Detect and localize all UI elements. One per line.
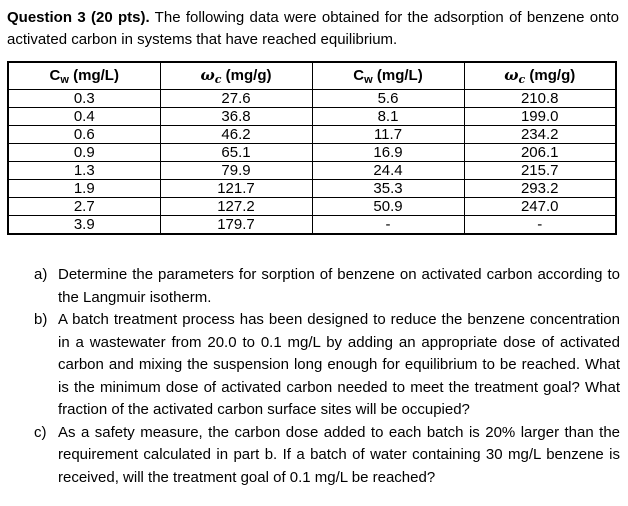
table-cell: 293.2 [463,179,617,198]
table-cell: 5.6 [311,89,465,108]
table-cell: 210.8 [463,89,617,108]
table-row: 3.9 179.7 - - [7,215,617,235]
question-part-a: a) Determine the parameters for sorption… [34,264,620,309]
column-header-cw-1: Cw (mg/L) [7,61,161,90]
table-row: 2.7 127.2 50.9 247.0 [7,197,617,216]
table-cell: 24.4 [311,161,465,180]
question-part-c: c) As a safety measure, the carbon dose … [34,422,620,490]
table-cell: 215.7 [463,161,617,180]
question-part-b: b) A batch treatment process has been de… [34,309,620,422]
question-parts-list: a) Determine the parameters for sorption… [34,264,620,489]
question-part-c-label: c) [34,423,47,441]
table-cell: 234.2 [463,125,617,144]
table-cell: 2.7 [7,197,161,216]
question-intro: Question 3 (20 pts). The following data … [7,7,619,51]
table-cell: 247.0 [463,197,617,216]
column-header-wc-1: ωc (mg/g) [159,61,313,90]
question-part-a-text: Determine the parameters for sorption of… [58,266,620,306]
question-part-b-label: b) [34,311,48,328]
table-cell: 206.1 [463,143,617,162]
table-cell: 36.8 [159,107,313,126]
table-cell: 0.4 [7,107,161,126]
question-part-c-text: As a safety measure, the carbon dose add… [58,423,620,486]
table-cell: 1.3 [7,161,161,180]
table-row: 0.3 27.6 5.6 210.8 [7,89,617,108]
column-header-cw-2: Cw (mg/L) [311,61,465,90]
table-cell: 3.9 [7,215,161,235]
question-number: Question 3 (20 pts). [7,9,150,26]
table-cell: 27.6 [159,89,313,108]
table-cell: - [463,215,617,235]
equilibrium-data-table: Cw (mg/L) ωc (mg/g) Cw (mg/L) ωc (mg/g) … [7,61,617,235]
question-part-a-label: a) [34,266,48,283]
table-cell: 35.3 [311,179,465,198]
table-row: 1.9 121.7 35.3 293.2 [7,179,617,198]
table-row: 0.6 46.2 11.7 234.2 [7,125,617,144]
table-cell: 199.0 [463,107,617,126]
table-cell: 16.9 [311,143,465,162]
table-row: 0.4 36.8 8.1 199.0 [7,107,617,126]
question-intro-text: The following data were obtained for the… [7,9,619,48]
table-cell: 0.9 [7,143,161,162]
column-header-wc-2: ωc (mg/g) [463,61,617,90]
table-cell: 179.7 [159,215,313,235]
table-cell: 0.3 [7,89,161,108]
table-cell: 65.1 [159,143,313,162]
table-row: 1.3 79.9 24.4 215.7 [7,161,617,180]
table-cell: 79.9 [159,161,313,180]
table-cell: 46.2 [159,125,313,144]
table-row: 0.9 65.1 16.9 206.1 [7,143,617,162]
table-cell: 127.2 [159,197,313,216]
table-cell: 1.9 [7,179,161,198]
table-cell: 8.1 [311,107,465,126]
table-cell: 0.6 [7,125,161,144]
question-part-b-text: A batch treatment process has been desig… [58,311,620,418]
table-cell: 50.9 [311,197,465,216]
table-cell: 11.7 [311,125,465,144]
table-cell: 121.7 [159,179,313,198]
table-cell: - [311,215,465,235]
table-header-row: Cw (mg/L) ωc (mg/g) Cw (mg/L) ωc (mg/g) [7,61,617,90]
